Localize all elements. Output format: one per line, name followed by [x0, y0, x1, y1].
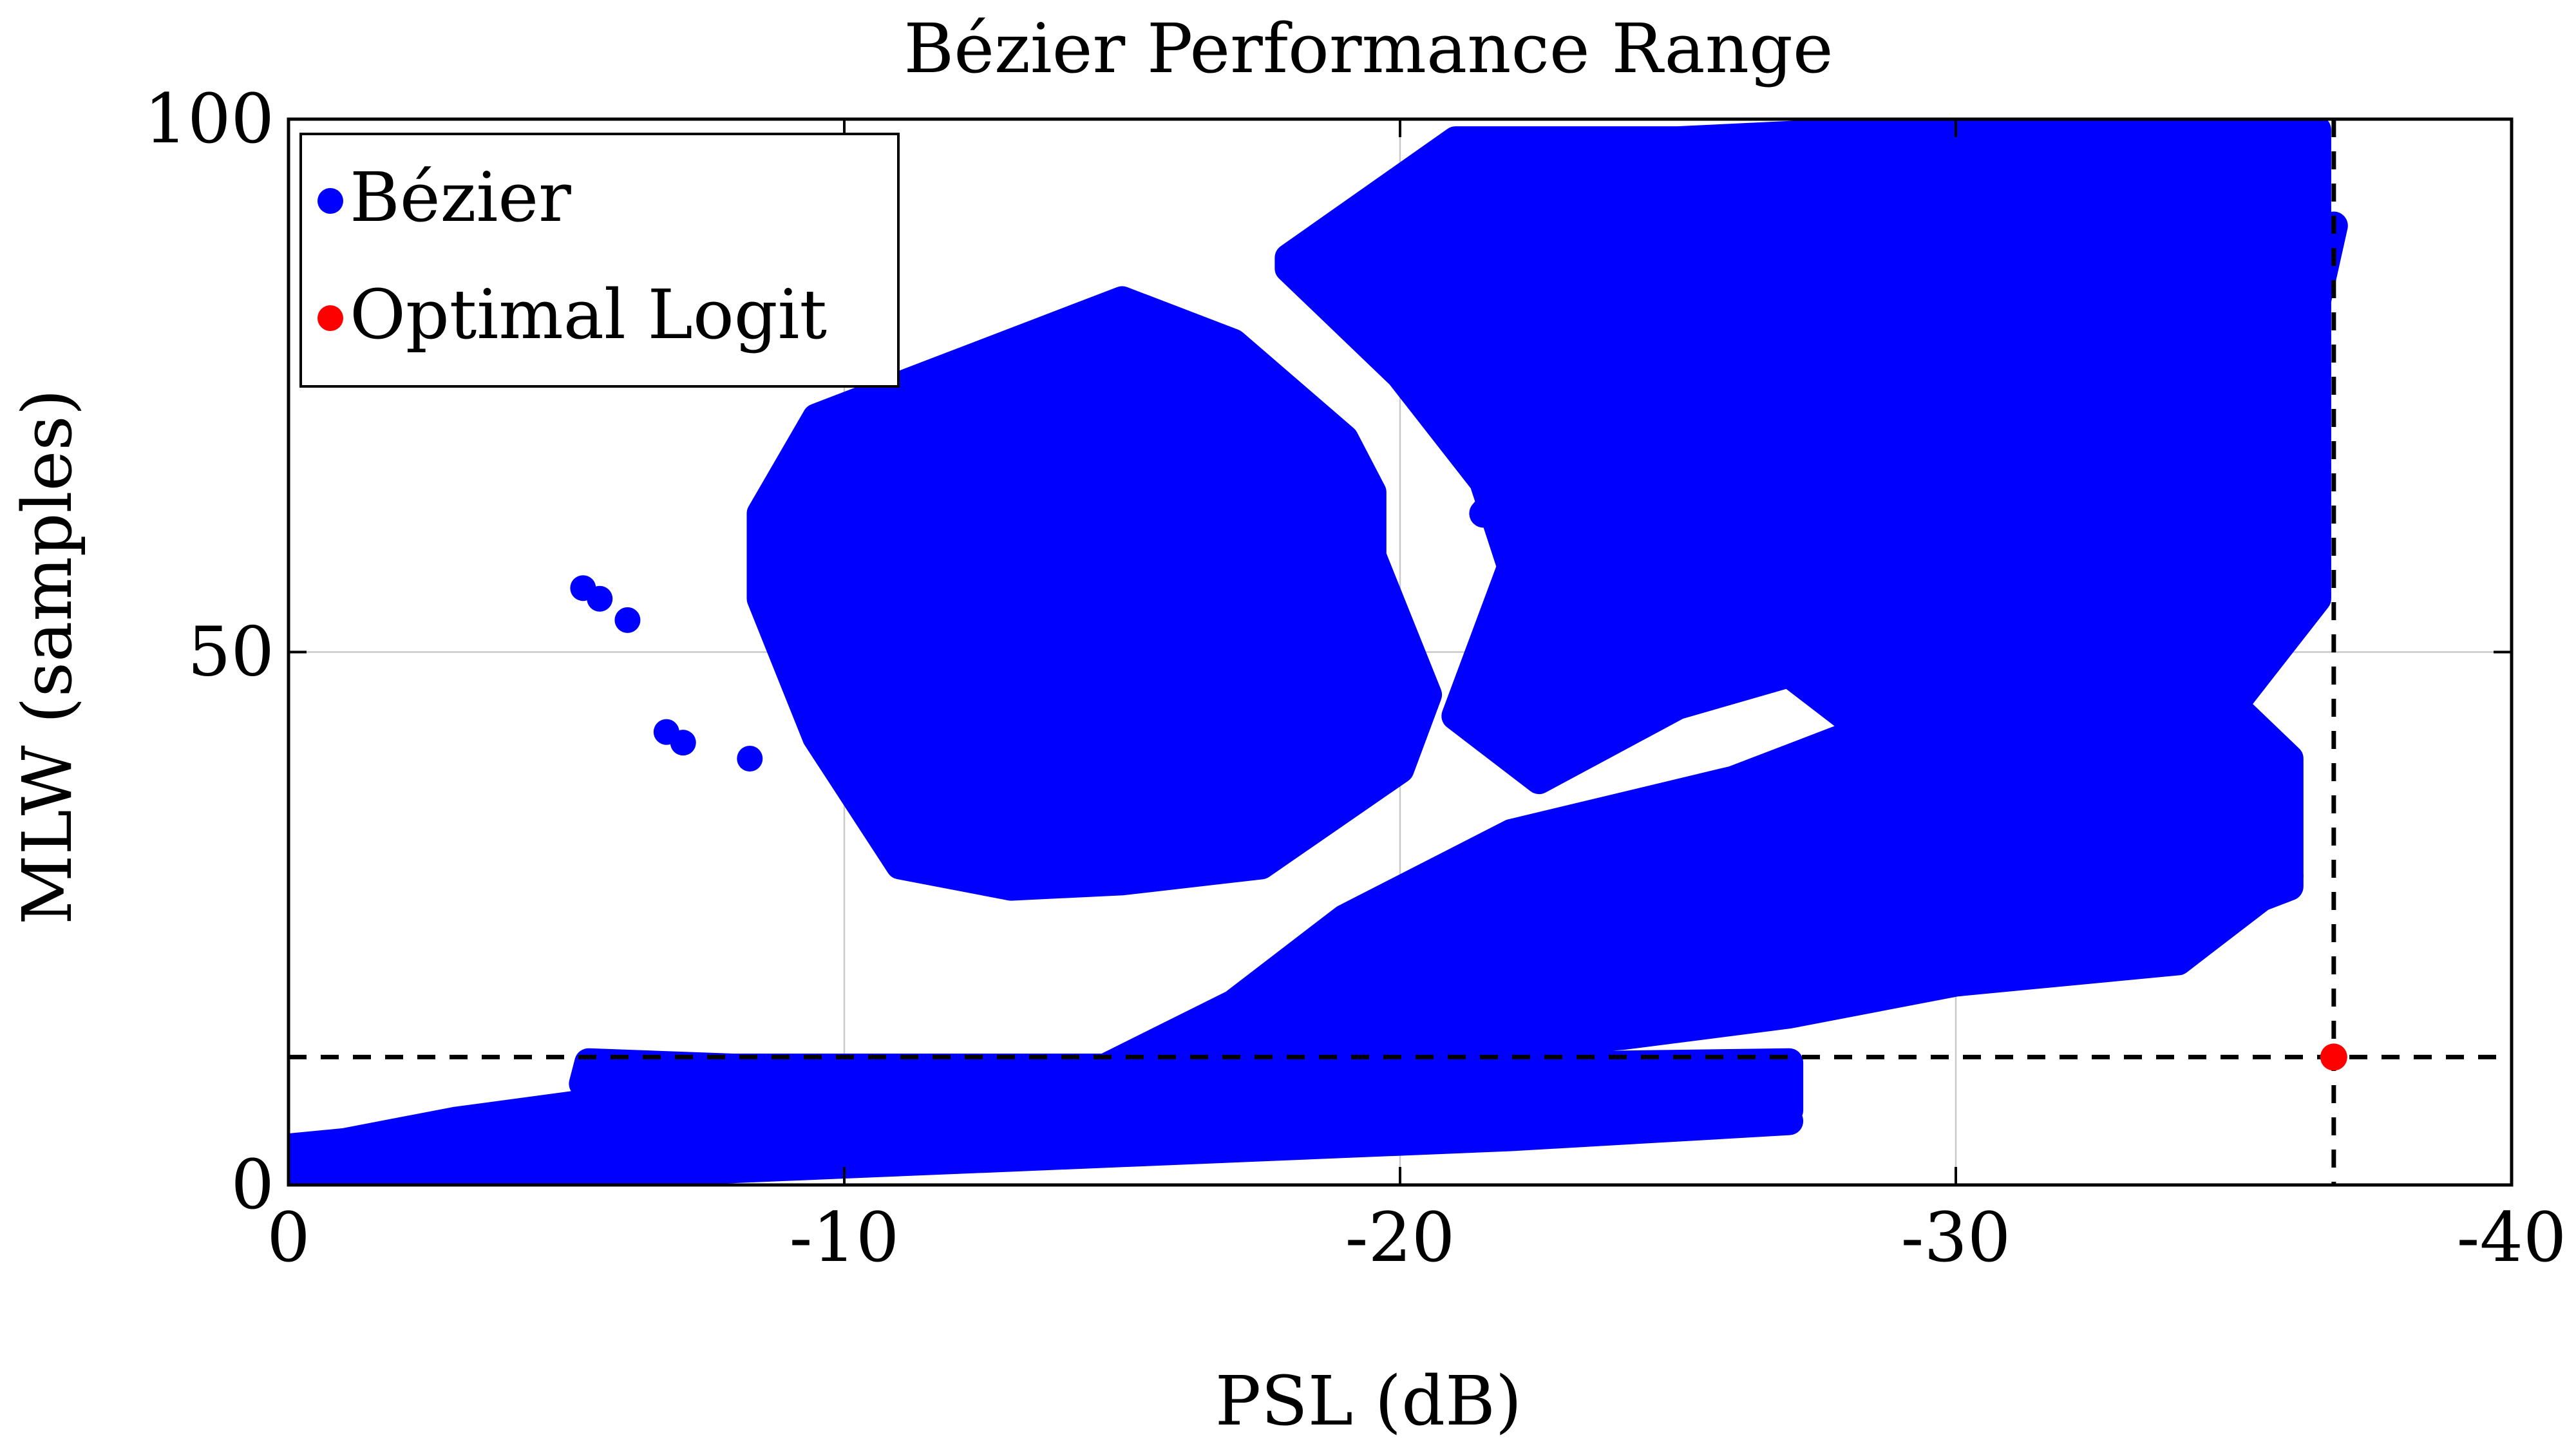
scatter-point-b-zier — [737, 746, 763, 772]
x-tick-label: -40 — [2457, 1198, 2567, 1277]
scatter-point-b-zier — [614, 607, 641, 633]
y-tick-label: 100 — [144, 79, 274, 158]
y-axis-label: MLW (samples) — [8, 389, 87, 925]
y-tick-label: 0 — [231, 1145, 274, 1224]
ticks: 0 -10 -20 -30 -40 0 50 100 — [144, 79, 2567, 1277]
scatter-region-b-zier — [746, 286, 1443, 901]
legend-label-bezier: Bézier — [350, 158, 571, 237]
scatter-region-b-zier — [569, 1048, 1804, 1135]
legend-marker-bezier — [317, 188, 343, 214]
legend: Bézier Optimal Logit — [299, 133, 900, 388]
scatter-point-b-zier — [670, 730, 696, 756]
scatter-region-b-zier — [1469, 211, 2348, 560]
legend-marker-optimal-logit — [317, 305, 343, 331]
legend-box — [299, 133, 900, 388]
reference-lines — [289, 119, 2512, 1185]
x-axis-label: PSL (dB) — [1215, 1361, 1522, 1441]
y-tick-label: 50 — [187, 612, 274, 692]
scatter-point-optimal-logit — [2320, 1043, 2347, 1071]
data-layer — [289, 119, 2348, 1185]
scatter-point-b-zier — [587, 585, 613, 612]
x-tick-label: 0 — [267, 1198, 310, 1277]
x-tick-label: -30 — [1901, 1198, 2011, 1277]
chart-title: Bézier Performance Range — [904, 9, 1833, 88]
x-tick-label: -10 — [790, 1198, 900, 1277]
legend-label-optimal-logit: Optimal Logit — [350, 275, 827, 354]
marker-layer — [2320, 1043, 2347, 1071]
x-tick-label: -20 — [1345, 1198, 1455, 1277]
